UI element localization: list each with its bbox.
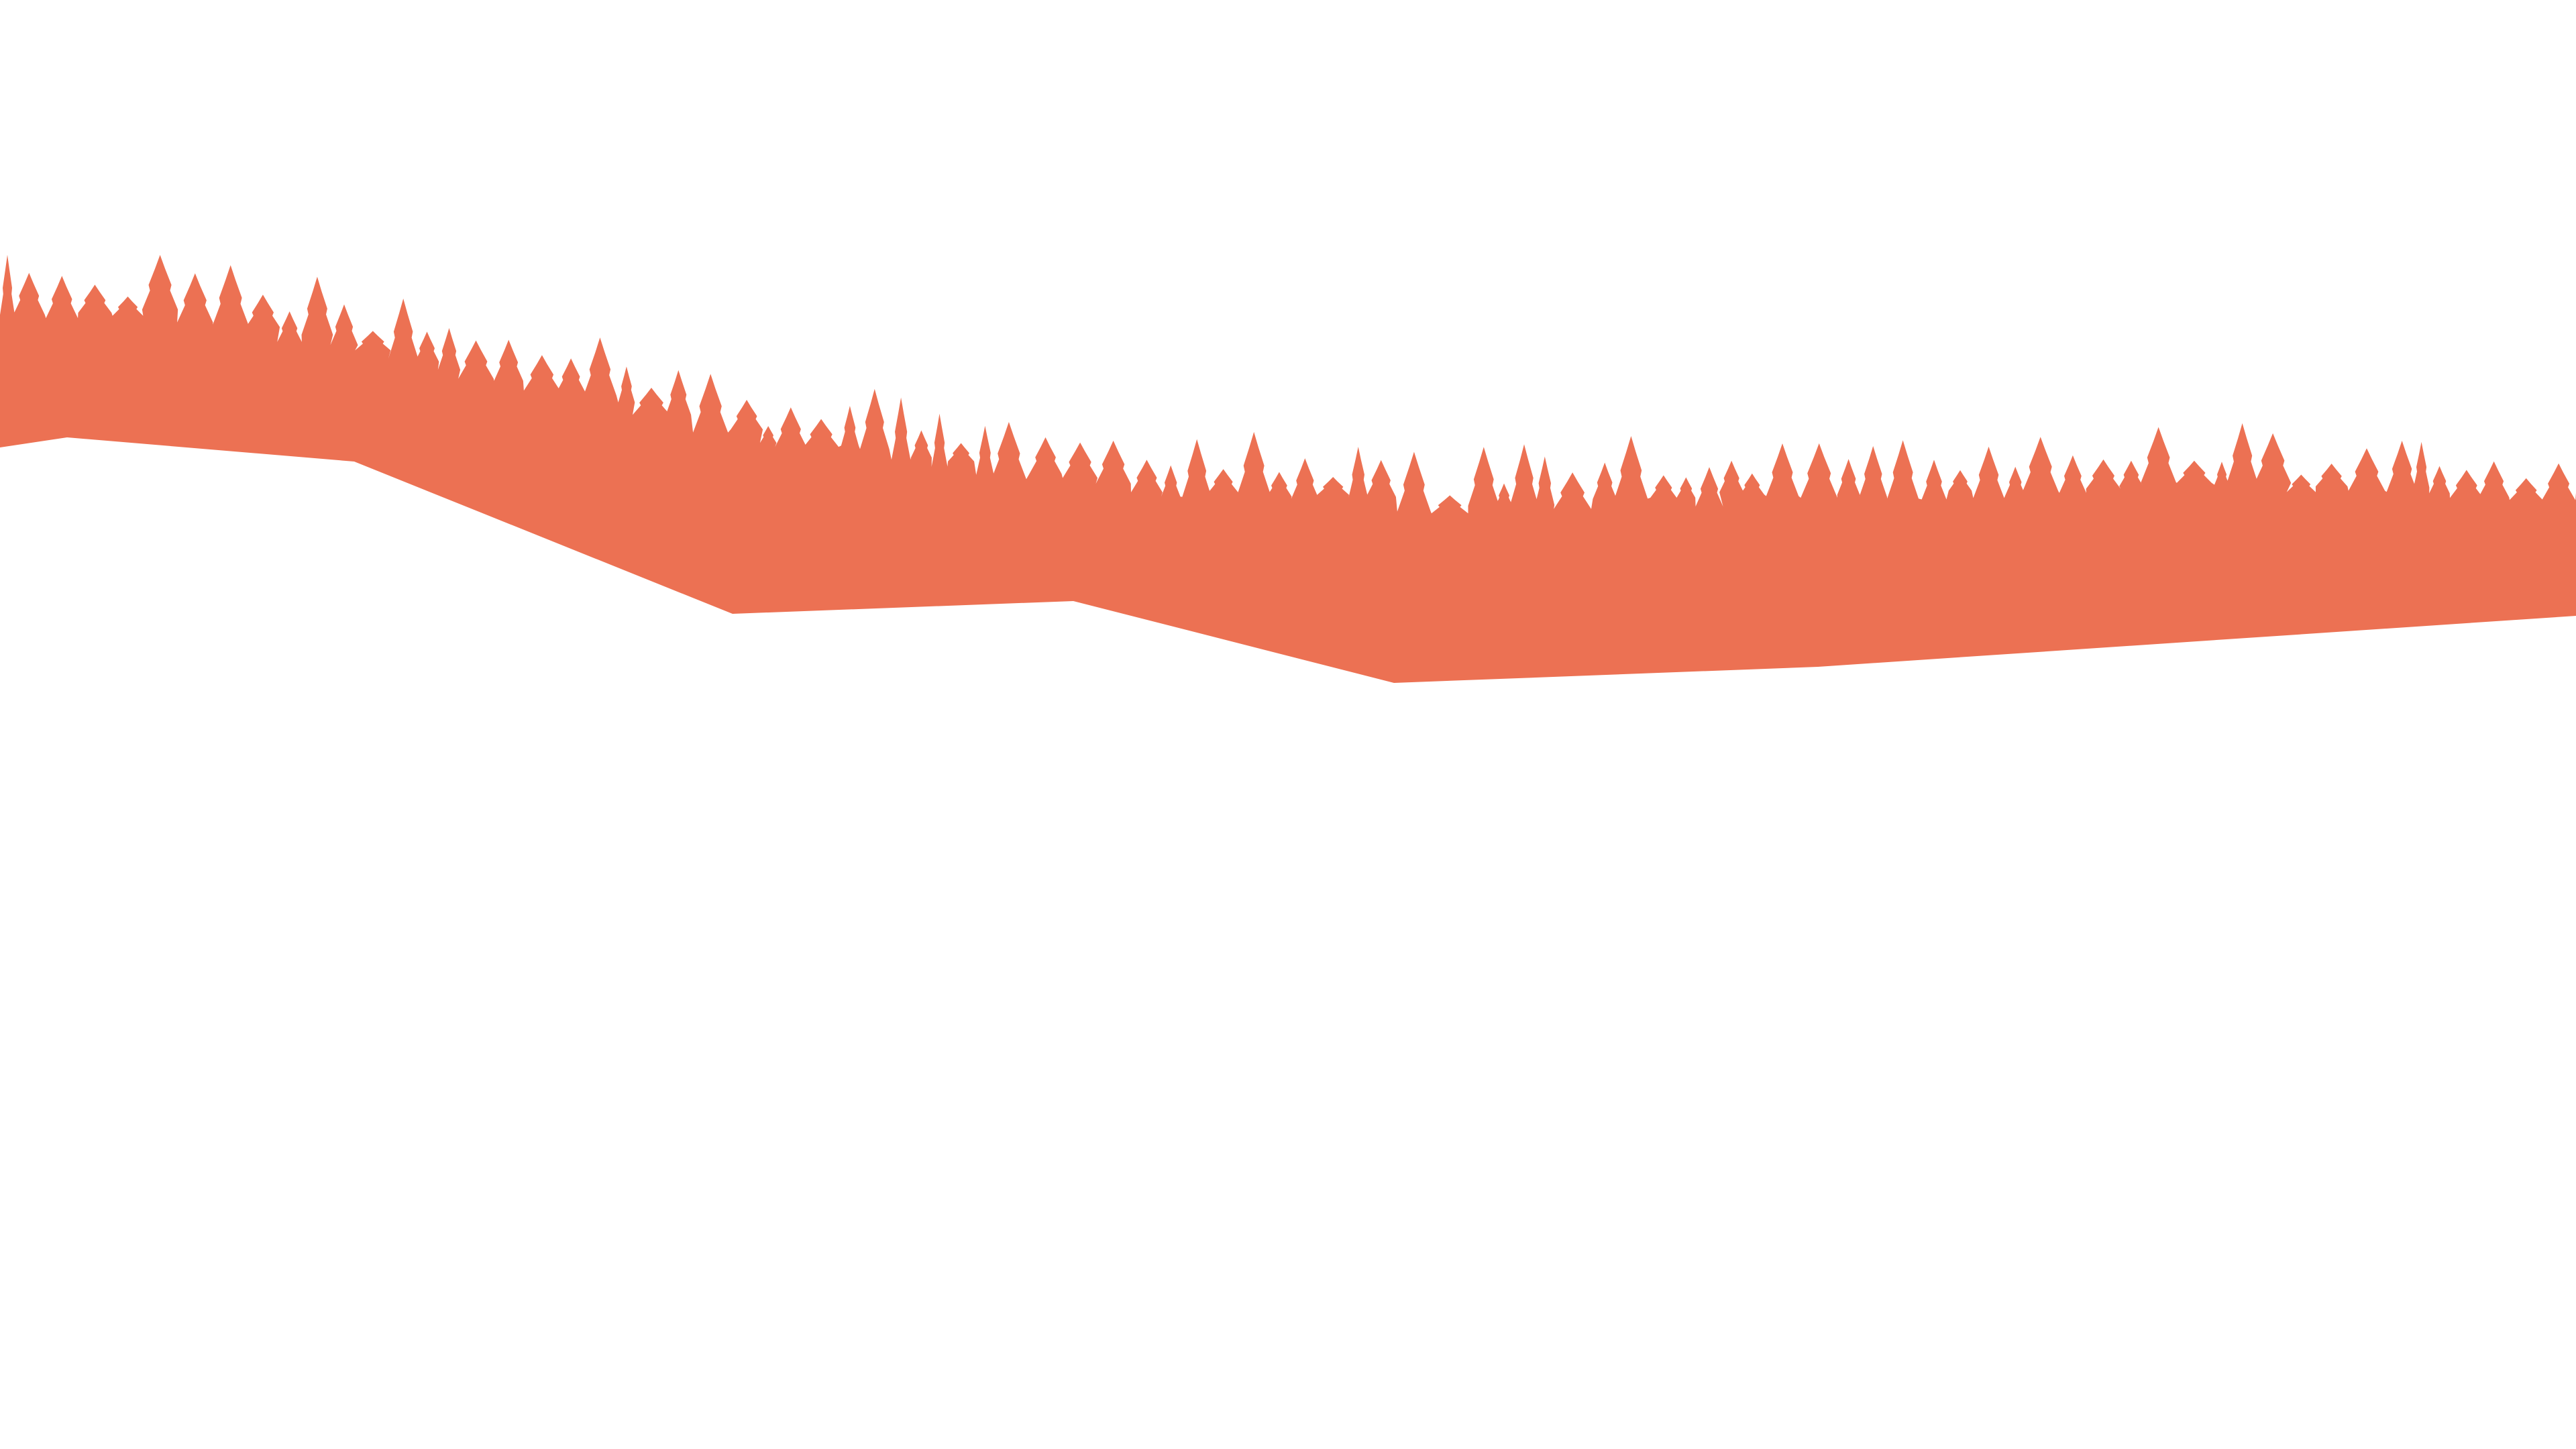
forest-silhouette-band (0, 254, 2576, 683)
